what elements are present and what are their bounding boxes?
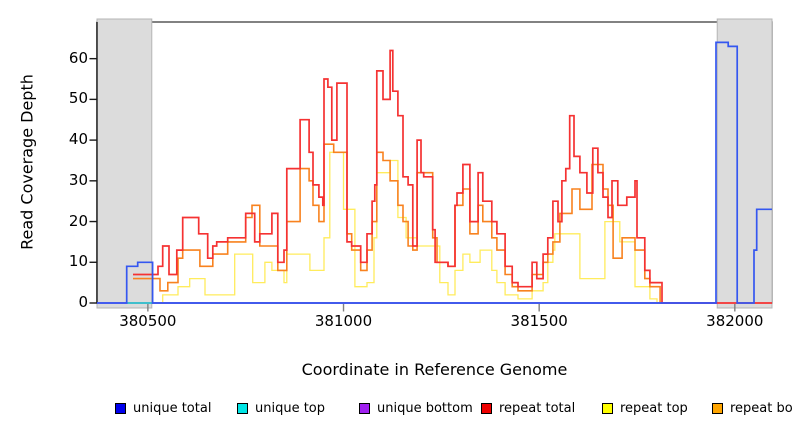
y-tick-label: 0 <box>78 293 88 311</box>
x-tick-label: 380500 <box>119 312 177 330</box>
legend-item-repeat-total: repeat total <box>481 399 575 417</box>
legend-item-repeat-top: repeat top <box>602 399 688 417</box>
x-tick-label: 381000 <box>314 312 373 330</box>
x-tick-label: 382000 <box>706 312 764 330</box>
legend-swatch-icon <box>602 402 613 414</box>
x-tick-label: 381500 <box>510 312 568 330</box>
shaded-region-right-flank <box>716 18 773 309</box>
legend-label: unique top <box>255 400 326 416</box>
y-tick-label: 10 <box>68 252 88 271</box>
y-tick-label: 60 <box>68 48 88 67</box>
series-repeat-top <box>151 151 658 304</box>
y-tick-label: 30 <box>68 170 88 189</box>
legend-label: unique total <box>133 400 212 416</box>
y-tick-label: 50 <box>68 89 88 108</box>
series-unique-total <box>97 41 772 304</box>
legend-item-repeat-bottom: repeat bottom <box>712 399 792 417</box>
legend-swatch-icon <box>481 402 492 414</box>
legend-label: unique bottom <box>377 400 473 416</box>
y-tick-label: 20 <box>68 211 88 230</box>
legend-label: repeat top <box>620 400 688 416</box>
x-axis-title: Coordinate in Reference Genome <box>301 360 568 379</box>
series-repeat-total <box>133 49 772 304</box>
y-axis-title: Read Coverage Depth <box>17 74 37 250</box>
y-tick-label: 40 <box>68 130 88 149</box>
series-repeat-bottom <box>133 143 718 304</box>
legend: unique total unique top unique bottom repea… <box>0 399 792 419</box>
legend-swatch-icon <box>359 402 370 414</box>
legend-item-unique-top: unique top <box>237 399 325 417</box>
legend-item-unique-total: unique total <box>115 399 211 417</box>
legend-label: repeat total <box>499 400 576 416</box>
legend-swatch-icon <box>712 402 723 414</box>
shaded-region-left-flank <box>96 18 153 309</box>
legend-label: repeat bottom <box>730 400 792 416</box>
legend-item-unique-bottom: unique bottom <box>359 399 473 417</box>
legend-swatch-icon <box>237 402 248 414</box>
legend-swatch-icon <box>115 402 126 414</box>
